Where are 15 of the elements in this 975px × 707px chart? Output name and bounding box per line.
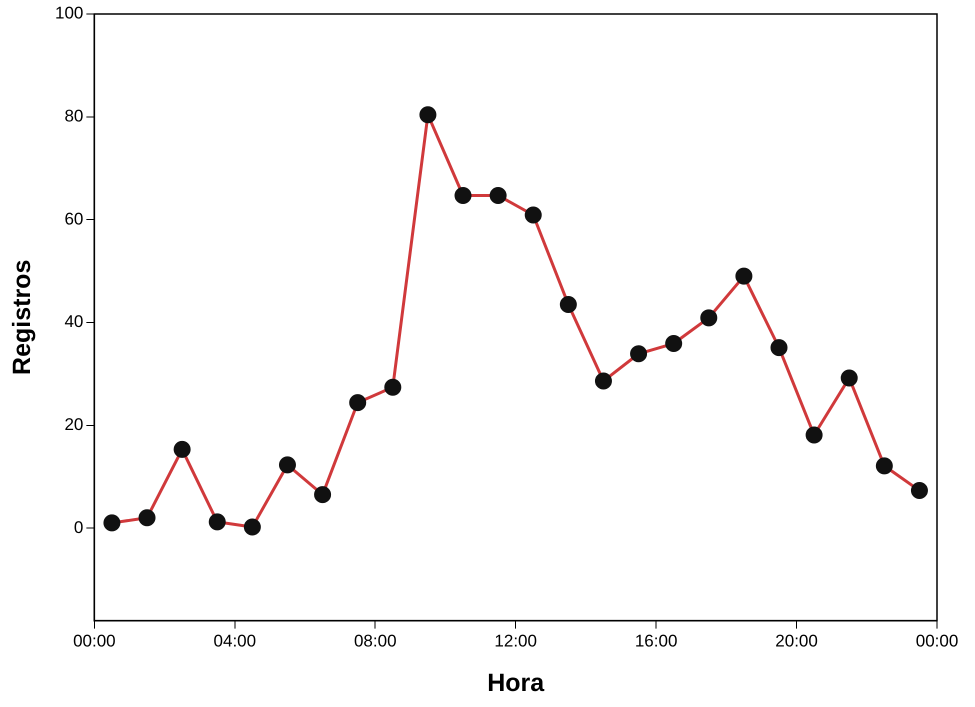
y-tick-label: 100 [54,4,84,23]
x-tick-label: 04:00 [214,631,256,650]
x-tick-label: 00:00 [73,631,116,650]
x-tick-label: 16:00 [634,631,678,650]
y-tick-label: 20 [64,414,84,434]
y-tick-label: 40 [64,312,84,332]
x-tick-label: 20:00 [775,631,818,650]
y-tick-label: 0 [74,518,84,537]
x-tick-label: 00:00 [916,631,958,650]
y-tick-label: 80 [64,106,84,126]
x-tick-label: 12:00 [494,631,537,650]
x-tick-label: 08:00 [354,631,397,650]
y-axis-title: Registros [8,260,36,375]
x-axis-title: Hora [487,668,546,697]
y-tick-label: 60 [64,209,84,228]
